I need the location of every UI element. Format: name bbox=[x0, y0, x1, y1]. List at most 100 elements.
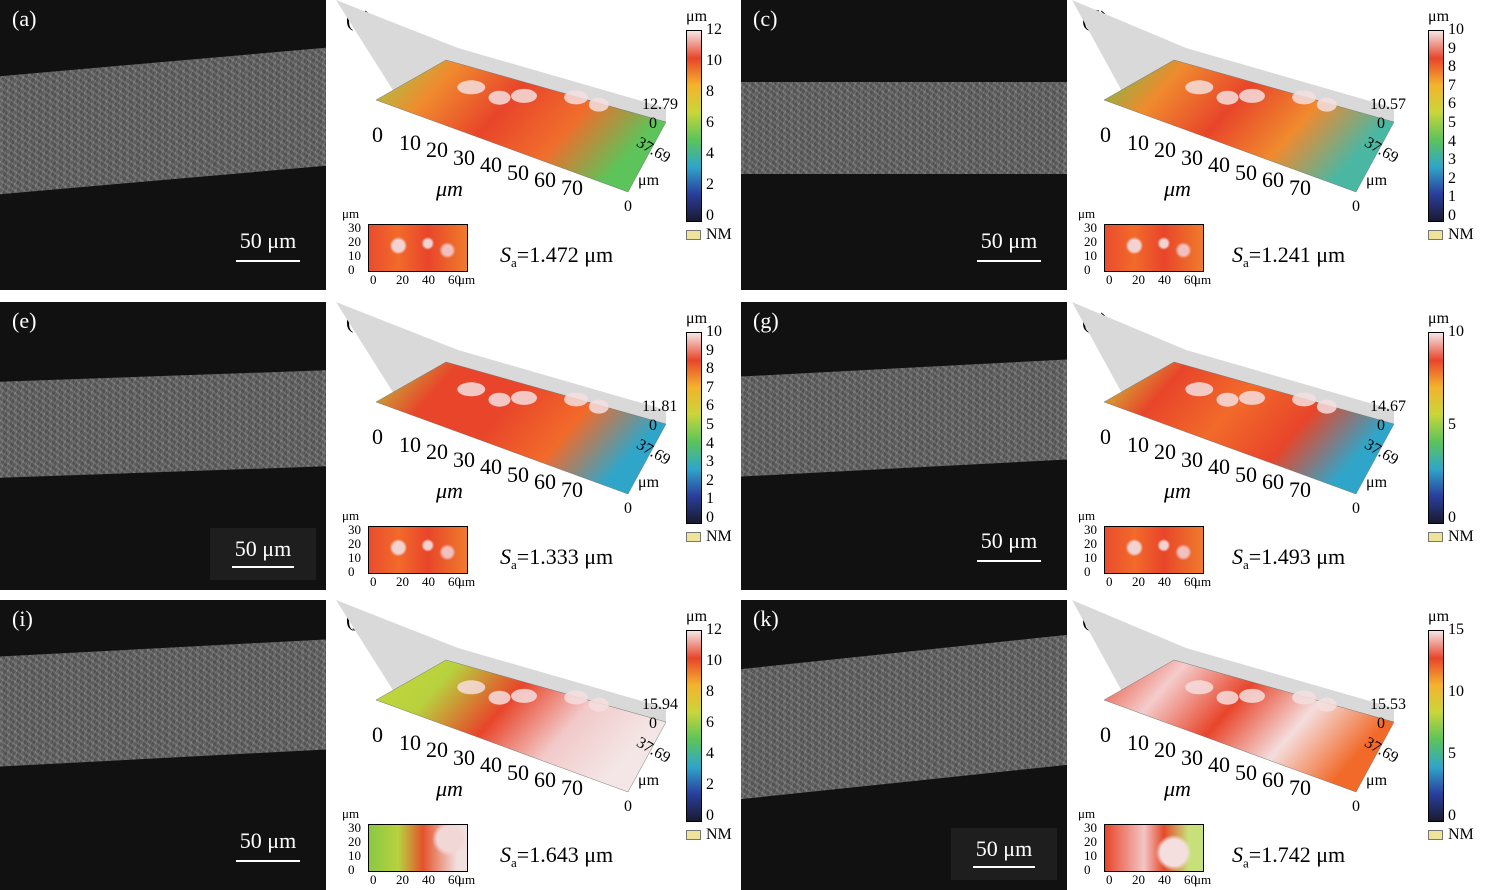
colorbar bbox=[1428, 30, 1444, 222]
x-axis-unit: μm bbox=[1164, 478, 1191, 503]
surface-3d bbox=[1072, 0, 1395, 193]
coating-track bbox=[0, 47, 326, 195]
x-tick-label: 20 bbox=[426, 137, 448, 162]
nm-legend: NM bbox=[1428, 826, 1474, 844]
x-axis-unit: μm bbox=[1164, 176, 1191, 201]
inset-x-unit: μm bbox=[458, 574, 476, 589]
inset-x-tick: 40 bbox=[422, 272, 435, 287]
map-h: (h)010203040506070μm014.67037.69μmμm1050… bbox=[1072, 302, 1486, 590]
surface-peak bbox=[564, 90, 589, 105]
coating-track bbox=[0, 639, 326, 767]
coating-track bbox=[0, 370, 326, 478]
surface-peak bbox=[1185, 382, 1214, 397]
x-axis-unit: μm bbox=[436, 478, 463, 503]
colorbar-tick: 9 bbox=[706, 341, 714, 359]
sa-subscript: a bbox=[1243, 255, 1249, 271]
z-max-label: 15.94 bbox=[642, 696, 678, 713]
y-axis-unit: μm bbox=[1366, 772, 1388, 789]
inset-y-tick: 20 bbox=[1084, 834, 1097, 849]
scale-bar-label: 50 μm bbox=[980, 228, 1038, 253]
inset-y-tick: 30 bbox=[348, 220, 361, 235]
nm-swatch bbox=[686, 532, 701, 543]
inset-x-unit: μm bbox=[458, 272, 476, 287]
surface-peak bbox=[511, 390, 537, 405]
surface-backwall bbox=[336, 0, 666, 122]
z-max-label: 12.79 bbox=[642, 96, 678, 113]
surface-peak bbox=[488, 690, 511, 705]
nm-label: NM bbox=[1448, 528, 1474, 545]
colorbar-tick: 2 bbox=[706, 176, 714, 193]
x-tick-label: 20 bbox=[1154, 439, 1176, 464]
colorbar-tick: 12 bbox=[706, 21, 722, 38]
colorbar-tick: 4 bbox=[706, 145, 714, 162]
inset-x-tick: 60 bbox=[448, 272, 461, 287]
inset-x-tick: 20 bbox=[1132, 272, 1145, 287]
x-tick-label: 50 bbox=[507, 461, 529, 487]
x-tick-label: 70 bbox=[561, 174, 583, 200]
inset-y-tick: 20 bbox=[348, 536, 361, 551]
x-tick-label: 60 bbox=[1262, 767, 1284, 792]
map-d: (d)010203040506070μm010.57037.69μmμm1098… bbox=[1072, 0, 1486, 290]
colorbar-tick: 8 bbox=[706, 683, 714, 700]
nm-legend: NM bbox=[1428, 528, 1474, 546]
x-tick-label: 0 bbox=[372, 122, 383, 147]
z-max-label: 11.81 bbox=[642, 398, 678, 415]
inset-map bbox=[368, 224, 468, 272]
inset-y-tick: 10 bbox=[1084, 848, 1097, 863]
colorbar-tick: 5 bbox=[1448, 114, 1456, 131]
x-tick-label: 60 bbox=[1262, 469, 1284, 494]
inset-x-tick: 60 bbox=[1184, 872, 1197, 887]
inset-y-tick: 30 bbox=[348, 522, 361, 537]
nm-label: NM bbox=[706, 528, 732, 545]
sa-symbol: S bbox=[500, 544, 511, 569]
inset-y-tick: 10 bbox=[1084, 248, 1097, 263]
colorbar-tick: 8 bbox=[706, 83, 714, 100]
surface-top bbox=[375, 659, 667, 793]
inset-x-tick: 0 bbox=[370, 272, 377, 287]
colorbar-tick: 3 bbox=[706, 453, 714, 471]
surface-peak bbox=[1185, 680, 1214, 695]
x-axis-unit: μm bbox=[436, 176, 463, 201]
surface-peak bbox=[457, 80, 486, 95]
coating-track bbox=[741, 359, 1067, 477]
inset-x-unit: μm bbox=[458, 872, 476, 887]
sa-value: Sa=1.643 μm bbox=[500, 842, 613, 871]
sa-number: =1.333 μm bbox=[516, 544, 614, 569]
x-tick-label: 20 bbox=[426, 439, 448, 464]
surface-peak bbox=[588, 697, 609, 712]
surface-top bbox=[1103, 361, 1395, 495]
micrograph-i: (i) 50 μm bbox=[0, 600, 326, 890]
x-tick-label: 50 bbox=[1235, 159, 1257, 185]
surface-peak bbox=[588, 399, 609, 414]
surface-backwall bbox=[336, 302, 666, 424]
inset-x-tick: 0 bbox=[1106, 574, 1113, 589]
surface-3d bbox=[336, 600, 667, 793]
x-tick-label: 30 bbox=[453, 446, 475, 472]
inset-y-tick: 0 bbox=[1084, 262, 1091, 277]
panel-label: (e) bbox=[12, 308, 37, 333]
x-tick-label: 10 bbox=[399, 129, 421, 155]
surface-peak bbox=[488, 392, 511, 407]
map-f: (f)010203040506070μm011.81037.69μmμm1098… bbox=[336, 302, 736, 590]
colorbar-tick: 0 bbox=[1448, 509, 1456, 526]
panel-label: (c) bbox=[753, 6, 778, 31]
micrograph-k: (k) 50 μm bbox=[741, 600, 1067, 890]
scale-bar-label: 50 μm bbox=[975, 836, 1033, 861]
sa-subscript: a bbox=[511, 255, 517, 271]
panel-label: (k) bbox=[753, 606, 779, 631]
nm-swatch bbox=[686, 830, 701, 841]
nm-legend: NM bbox=[686, 528, 732, 546]
scale-bar-label: 50 μm bbox=[234, 536, 292, 561]
inset-y-tick: 20 bbox=[1084, 234, 1097, 249]
panel-label: (a) bbox=[12, 6, 37, 31]
inset-x-tick: 20 bbox=[396, 574, 409, 589]
map-j: (j)010203040506070μm015.94037.69μmμm1210… bbox=[336, 600, 736, 890]
colorbar-tick: 0 bbox=[706, 509, 714, 526]
inset-y-tick: 10 bbox=[1084, 550, 1097, 565]
inset-x-tick: 60 bbox=[448, 872, 461, 887]
x-tick-label: 0 bbox=[1100, 722, 1111, 747]
sa-subscript: a bbox=[1243, 855, 1249, 871]
surface-peak bbox=[1316, 697, 1337, 712]
nm-legend: NM bbox=[686, 826, 732, 844]
inset-y-tick: 30 bbox=[1084, 522, 1097, 537]
